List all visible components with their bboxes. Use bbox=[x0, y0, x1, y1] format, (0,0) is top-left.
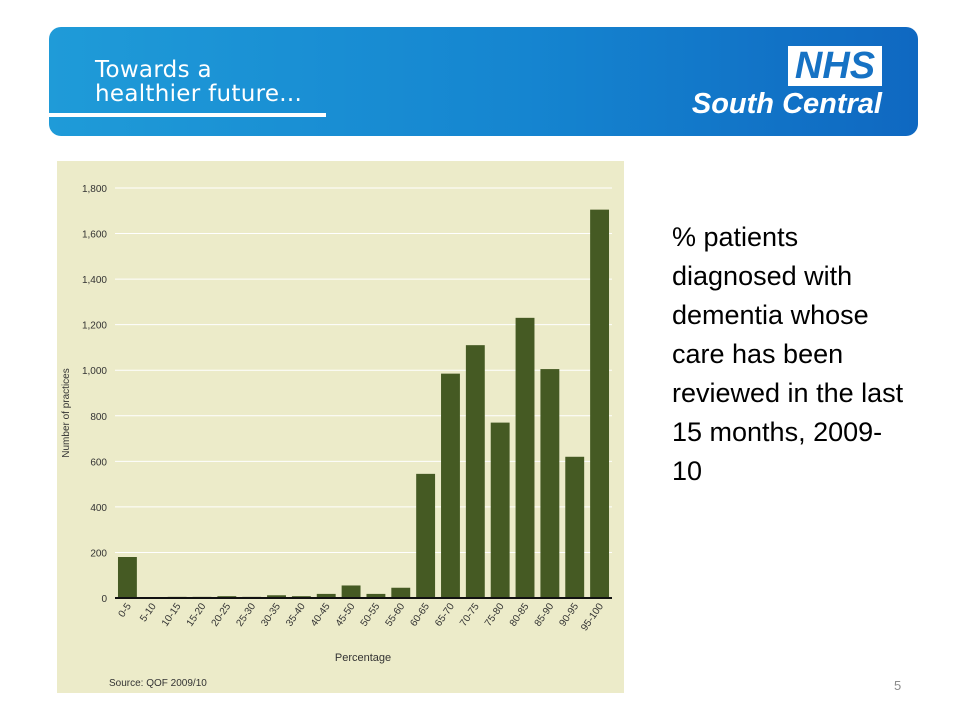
x-tick-label: 50-55 bbox=[359, 601, 383, 629]
x-tick-label: 90-95 bbox=[558, 601, 582, 629]
bar-45-50 bbox=[341, 585, 361, 598]
y-tick-label: 600 bbox=[90, 457, 107, 468]
nhs-logo-text: NHS bbox=[794, 45, 876, 87]
x-tick-label: 30-35 bbox=[259, 601, 283, 629]
y-tick-label: 200 bbox=[90, 548, 107, 559]
x-tick-label: 15-20 bbox=[185, 601, 209, 629]
y-axis-label: Number of practices bbox=[61, 368, 72, 457]
bar-80-85 bbox=[515, 317, 535, 598]
x-tick-label: 55-60 bbox=[384, 601, 408, 629]
x-tick-label: 35-40 bbox=[284, 601, 308, 629]
x-tick-label: 85-90 bbox=[533, 601, 557, 629]
x-tick-label: 20-25 bbox=[210, 601, 234, 629]
y-tick-labels: 0 200 400 600 800 1,000 1,200 1,400 1,600 1,800 bbox=[82, 184, 107, 605]
slide-number: 5 bbox=[894, 678, 902, 693]
organisation-name: South Central bbox=[691, 88, 882, 120]
x-tick-label: 5-10 bbox=[138, 601, 159, 624]
x-tick-label: 45-50 bbox=[334, 601, 358, 629]
bars bbox=[117, 209, 610, 598]
y-tick-label: 1,200 bbox=[82, 321, 107, 332]
tagline: Towards a healthier future... bbox=[95, 58, 302, 106]
bar-30-35 bbox=[267, 595, 286, 598]
x-tick-label: 40-45 bbox=[309, 601, 333, 629]
y-tick-label: 1,400 bbox=[82, 275, 107, 286]
tagline-line-2: healthier future... bbox=[95, 81, 303, 107]
x-tick-label: 0-5 bbox=[117, 601, 135, 620]
y-tick-label: 1,600 bbox=[82, 230, 107, 241]
x-tick-label: 65-70 bbox=[433, 601, 457, 629]
bar-75-80 bbox=[490, 422, 510, 598]
x-tick-label: 25-30 bbox=[234, 601, 258, 629]
y-tick-label: 1,800 bbox=[82, 184, 107, 195]
x-tick-label: 80-85 bbox=[508, 601, 532, 629]
y-tick-label: 400 bbox=[90, 503, 107, 514]
gridlines bbox=[115, 187, 612, 553]
header-banner bbox=[49, 27, 918, 136]
x-tick-label: 10-15 bbox=[160, 601, 184, 629]
bar-95-100 bbox=[590, 209, 610, 598]
bar-0-5 bbox=[117, 557, 137, 598]
bar-55-60 bbox=[391, 587, 411, 598]
bar-chart: 0 200 400 600 800 1,000 1,200 1,400 1,600 1,800 0… bbox=[61, 184, 612, 689]
bar-40-45 bbox=[316, 593, 336, 598]
x-tick-label: 75-80 bbox=[483, 601, 507, 629]
bar-85-90 bbox=[540, 369, 560, 598]
bar-60-65 bbox=[416, 473, 436, 598]
tagline-line-1: Towards a bbox=[95, 57, 212, 83]
chart-source-note: Source: QOF 2009/10 bbox=[109, 678, 207, 689]
bar-70-75 bbox=[465, 345, 485, 598]
x-axis-label: Percentage bbox=[335, 652, 391, 664]
bar-50-55 bbox=[366, 593, 386, 598]
tagline-underline bbox=[49, 113, 326, 117]
slide-caption: % patients diagnosed with dementia whose… bbox=[672, 222, 904, 486]
y-tick-label: 1,000 bbox=[82, 366, 107, 377]
chart-panel: 0 200 400 600 800 1,000 1,200 1,400 1,600 1,800 0… bbox=[57, 161, 624, 693]
nhs-logo: NHS bbox=[788, 46, 882, 86]
x-tick-label: 70-75 bbox=[458, 601, 482, 629]
bar-90-95 bbox=[565, 456, 585, 598]
bar-65-70 bbox=[441, 373, 460, 598]
y-tick-label: 0 bbox=[101, 594, 107, 605]
x-tick-labels: 0-5 5-10 10-15 15-20 20-25 25-30 30-35 35-40 40-… bbox=[117, 601, 607, 633]
x-tick-label: 60-65 bbox=[408, 601, 432, 629]
x-tick-label: 95-100 bbox=[579, 601, 606, 633]
y-tick-label: 800 bbox=[90, 412, 107, 423]
